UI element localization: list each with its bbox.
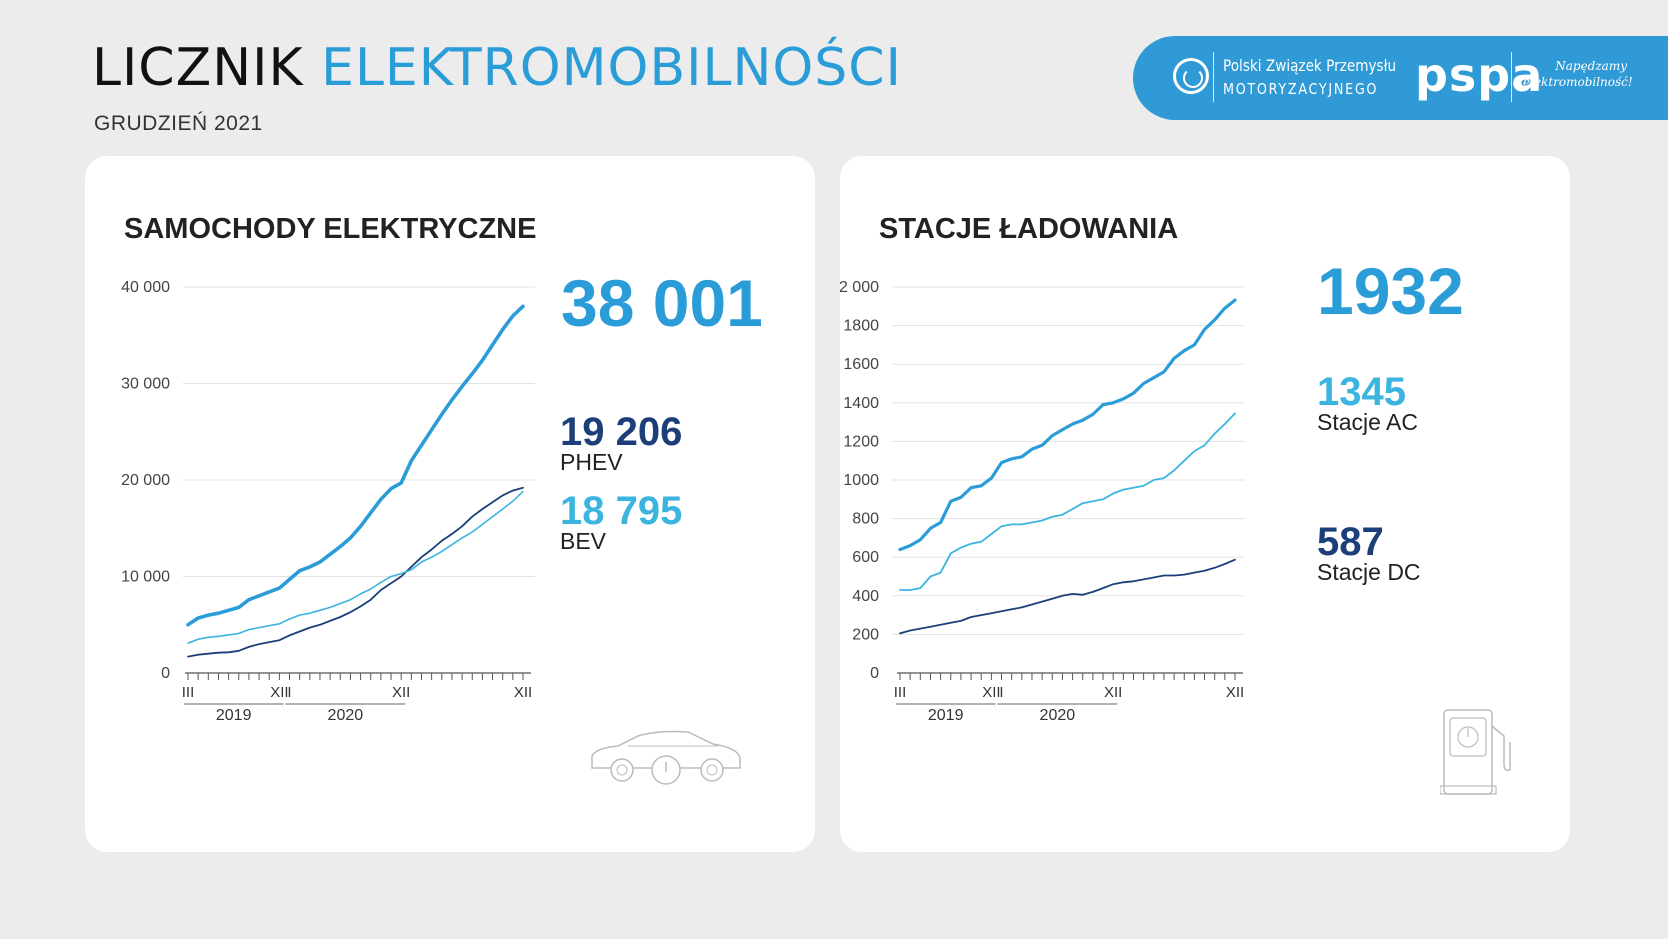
series-line-total — [186, 304, 525, 627]
year-label: 2019 — [216, 707, 252, 724]
x-tick-label: XII — [270, 684, 288, 701]
brand-slogan: Napędzamy elektromobilność! — [1523, 58, 1633, 90]
org-name-line1: Polski Związek Przemysłu — [1223, 56, 1397, 75]
x-tick-label: III — [894, 684, 907, 701]
stations-card: STACJE ŁADOWANIA 0 200 400 600 800 1000 1200 14… — [840, 156, 1570, 852]
x-tick-label: I — [999, 684, 1003, 701]
y-tick-label: 20 000 — [121, 472, 170, 489]
bev-label: BEV — [560, 528, 607, 554]
cars-card: SAMOCHODY ELEKTRYCZNE 0 10 000 20 000 30 00… — [85, 156, 815, 852]
brand-banner: Polski Związek Przemysłu MOTORYZACYJNEGO… — [1133, 36, 1668, 120]
title-part-2: ELEKTROMOBILNOŚCI — [321, 38, 902, 98]
series-line-bev — [187, 490, 524, 644]
series-line-phev — [187, 486, 524, 658]
y-tick-label: 400 — [852, 588, 879, 605]
stations-card-title: STACJE ŁADOWANIA — [879, 213, 1179, 245]
stations-total-value: 1932 — [1317, 254, 1464, 328]
series-line-total — [898, 298, 1237, 552]
y-tick-label: 1400 — [843, 395, 879, 412]
cars-total-value: 38 001 — [561, 266, 763, 340]
dc-value: 587 — [1317, 520, 1384, 564]
car-icon — [591, 730, 741, 785]
y-tick-label: 800 — [852, 511, 879, 528]
phev-value: 19 206 — [560, 410, 683, 454]
x-tick-label: XII — [982, 684, 1000, 701]
y-tick-label: 1600 — [843, 356, 879, 373]
y-tick-label: 1800 — [843, 318, 879, 335]
y-tick-label: 1200 — [843, 433, 879, 450]
charger-icon — [1440, 709, 1511, 795]
brand-divider-2 — [1511, 52, 1512, 102]
page-subtitle: GRUDZIEŃ 2021 — [94, 112, 263, 135]
x-tick-label: I — [287, 684, 291, 701]
y-tick-label: 200 — [852, 626, 879, 643]
year-label: 2020 — [1040, 707, 1076, 724]
slogan-line2: elektromobilność! — [1523, 75, 1633, 89]
bev-value: 18 795 — [560, 489, 683, 533]
x-tick-label: XII — [1104, 684, 1122, 701]
x-tick-label: XII — [1226, 684, 1244, 701]
org-name-line2: MOTORYZACYJNEGO — [1223, 80, 1379, 98]
dc-label: Stacje DC — [1317, 559, 1421, 585]
ac-value: 1345 — [1317, 370, 1406, 414]
pzpm-logo-icon — [1173, 58, 1209, 94]
ac-label: Stacje AC — [1317, 409, 1418, 435]
y-tick-label: 40 000 — [121, 279, 170, 296]
y-tick-label: 0 — [161, 665, 170, 682]
pspa-logo: pspa — [1415, 48, 1544, 102]
y-tick-label: 2 000 — [840, 279, 879, 296]
y-tick-label: 30 000 — [121, 376, 170, 393]
series-line-stacje-ac — [899, 412, 1236, 591]
y-tick-label: 600 — [852, 549, 879, 566]
title-part-1: LICZNIK — [92, 38, 304, 98]
year-label: 2019 — [928, 707, 964, 724]
brand-divider — [1213, 52, 1214, 102]
y-tick-label: 1000 — [843, 472, 879, 489]
x-tick-label: XII — [514, 684, 532, 701]
x-tick-label: XII — [392, 684, 410, 701]
y-tick-label: 0 — [870, 665, 879, 682]
slogan-line1: Napędzamy — [1555, 59, 1627, 73]
phev-label: PHEV — [560, 449, 623, 475]
x-tick-label: III — [182, 684, 195, 701]
y-tick-label: 10 000 — [121, 569, 170, 586]
year-label: 2020 — [328, 707, 364, 724]
page-title: LICZNIK ELEKTROMOBILNOŚCI — [92, 38, 902, 98]
series-line-stacje-dc — [899, 558, 1236, 635]
cars-card-title: SAMOCHODY ELEKTRYCZNE — [124, 213, 537, 245]
